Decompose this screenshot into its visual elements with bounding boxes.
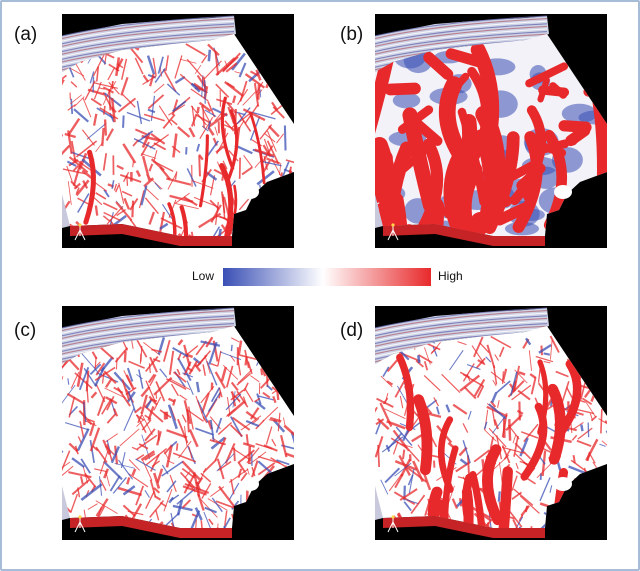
panel-label-a: (a): [14, 24, 38, 45]
panel-label-b: (b): [340, 24, 364, 45]
colorbar-legend: Low High: [186, 268, 466, 288]
panel-b-image: [375, 14, 607, 248]
panel-label-d: (d): [340, 320, 364, 341]
seismic-volume-b: [375, 15, 607, 246]
seismic-volume-c: [62, 307, 294, 538]
seismic-volume-d: [375, 307, 607, 538]
legend-low-label: Low: [192, 269, 215, 283]
seismic-volume-a: [62, 15, 294, 246]
colorbar: [223, 268, 431, 286]
legend-high-label: High: [438, 269, 463, 283]
panel-c-image: [62, 306, 294, 540]
panel-label-c: (c): [14, 320, 37, 341]
panel-a-image: [62, 14, 294, 248]
panel-d-image: [375, 306, 607, 540]
